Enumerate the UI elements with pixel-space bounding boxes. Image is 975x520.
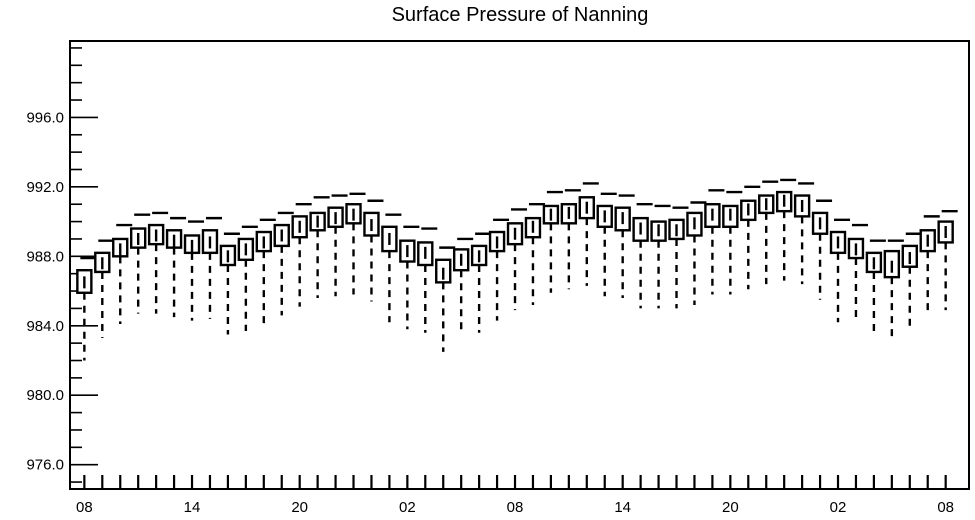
box-item [793,182,815,285]
box-item [811,199,833,300]
box-item [165,216,187,318]
box-item [488,218,510,321]
box-item [345,192,366,295]
x-tick-label: 20 [722,499,739,516]
box-item [614,194,635,298]
box-item [883,239,904,337]
box-item [94,239,115,338]
box-item [309,196,330,298]
minor-ticks [70,47,98,483]
box-item [775,178,797,281]
box-item [722,190,743,295]
box-series [76,178,958,361]
box-item [435,246,456,352]
box-item [76,256,97,361]
x-tick-label: 14 [614,499,631,516]
box-item [937,209,958,311]
box-item [542,190,563,293]
box-item [686,201,707,305]
box-item [650,204,671,309]
box-item [417,227,438,333]
box-item [704,189,725,295]
box-item [758,180,779,285]
box-item [524,203,545,305]
box-item [578,182,599,286]
box-item [363,199,384,302]
box-item [255,218,276,326]
box-item [219,232,240,335]
box-item [470,232,492,333]
x-tick-label: 08 [937,499,954,516]
box-item [399,225,420,330]
y-axis-labels: 976.0 980.0 984.0 988.0 992.0 996.0 [26,109,64,473]
y-tick-label: 984.0 [26,318,64,335]
x-tick-label: 14 [184,499,201,516]
x-tick-label: 08 [507,499,524,516]
box-item [327,194,348,297]
box-item [452,237,474,335]
x-tick-label: 20 [291,499,308,516]
box-item [829,218,851,323]
box-item [560,189,581,290]
x-tick-label: 08 [76,499,93,516]
box-item [381,213,402,323]
box-item [847,223,868,323]
box-item [632,203,653,309]
box-item [129,213,151,314]
box-item [865,239,886,335]
box-item [901,232,922,331]
y-tick-label: 988.0 [26,248,64,265]
box-item [183,220,205,321]
box-item [201,216,222,319]
plot-frame [69,40,970,490]
box-item [291,203,312,307]
box-item [506,208,528,311]
box-item [112,223,133,325]
chart-title: Surface Pressure of Nanning [391,4,649,26]
box-item [668,206,689,309]
box-item [919,215,940,316]
box-item [147,211,169,314]
x-axis-labels: 08 14 20 02 08 14 20 02 08 [76,499,954,516]
y-tick-label: 976.0 [26,457,64,474]
y-tick-label: 992.0 [26,179,64,196]
x-tick-label: 02 [399,499,416,516]
y-tick-label: 980.0 [26,387,64,404]
box-item [740,185,761,290]
x-tick-marks [83,475,947,489]
box-item [596,192,617,297]
box-item [273,211,294,316]
x-tick-label: 02 [830,499,847,516]
box-item [237,225,258,331]
y-tick-label: 996.0 [26,109,64,126]
